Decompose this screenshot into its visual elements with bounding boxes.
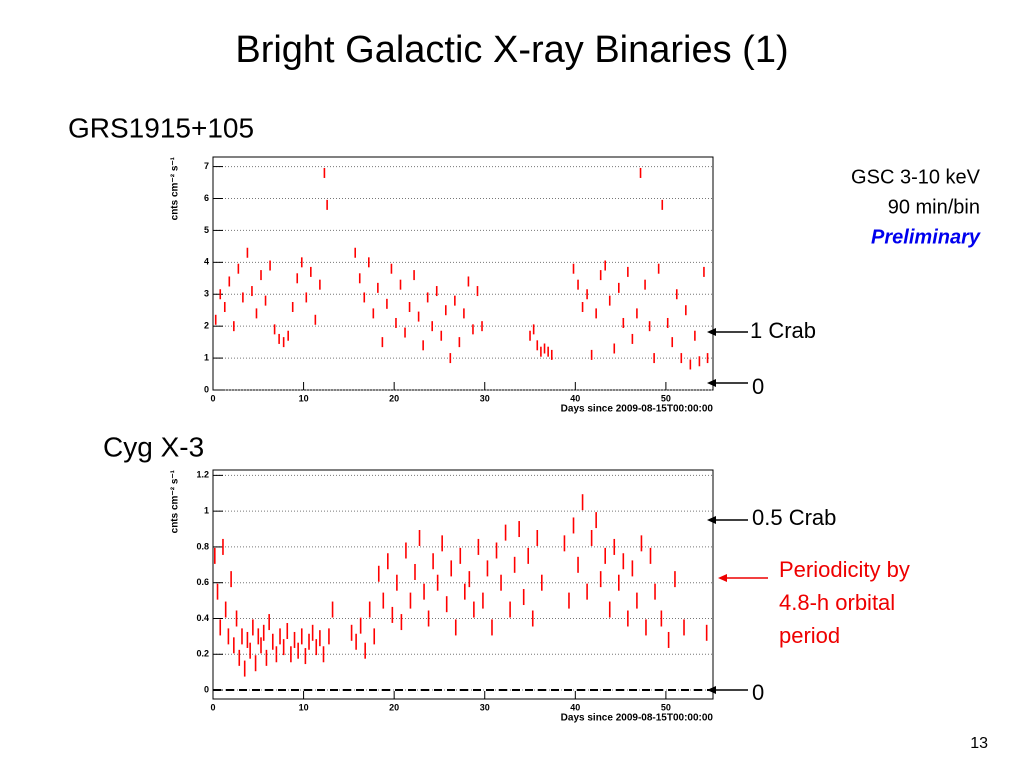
- annotation: 90 min/bin: [888, 196, 980, 218]
- y-tick-label: 3: [204, 289, 209, 299]
- y-tick-label: 5: [204, 225, 209, 235]
- y-tick-label: 7: [204, 161, 209, 171]
- y-axis-label: cnts cm⁻² s⁻¹: [170, 469, 181, 533]
- x-axis-label: Days since 2009-08-15T00:00:00: [561, 713, 714, 724]
- x-tick-label: 40: [570, 702, 580, 712]
- x-tick-label: 30: [480, 702, 490, 712]
- slide-title: Bright Galactic X-ray Binaries (1): [235, 29, 788, 71]
- plot-frame: [212, 469, 714, 700]
- annotation: 4.8-h orbital: [779, 590, 895, 615]
- y-tick-label: 0.8: [196, 541, 209, 551]
- chart-title: GRS1915+105: [68, 112, 254, 143]
- y-tick-label: 0.2: [196, 649, 209, 659]
- annotation: Periodicity by: [779, 557, 910, 582]
- x-tick-label: 0: [210, 393, 215, 403]
- y-tick-label: 1.2: [196, 470, 209, 480]
- x-tick-label: 10: [299, 702, 309, 712]
- y-tick-label: 4: [204, 257, 209, 267]
- x-tick-label: 30: [480, 393, 490, 403]
- y-tick-label: 1: [204, 352, 209, 362]
- x-tick-label: 0: [210, 702, 215, 712]
- x-tick-label: 50: [661, 702, 671, 712]
- annotation: 1 Crab: [750, 318, 816, 343]
- arrowhead: [718, 574, 727, 582]
- annotation: Preliminary: [871, 226, 981, 248]
- arrowhead: [707, 516, 716, 524]
- annotation: 0.5 Crab: [752, 505, 836, 530]
- x-tick-label: 40: [570, 393, 580, 403]
- x-tick-label: 50: [661, 393, 671, 403]
- annotation: GSC 3-10 keV: [851, 166, 981, 188]
- y-tick-label: 1: [204, 506, 209, 516]
- y-tick-label: 0.4: [196, 613, 209, 623]
- y-tick-label: 0: [204, 684, 209, 694]
- annotation: 0: [752, 374, 764, 399]
- arrowhead: [707, 379, 716, 387]
- y-tick-label: 6: [204, 193, 209, 203]
- x-tick-label: 10: [299, 393, 309, 403]
- y-axis-label: cnts cm⁻² s⁻¹: [170, 156, 181, 220]
- x-tick-label: 20: [389, 702, 399, 712]
- annotation: period: [779, 623, 840, 648]
- x-axis-label: Days since 2009-08-15T00:00:00: [561, 404, 714, 415]
- x-tick-label: 20: [389, 393, 399, 403]
- arrowhead: [707, 328, 716, 336]
- y-tick-label: 0: [204, 384, 209, 394]
- chart-title: Cyg X-3: [103, 431, 204, 462]
- annotation: 0: [752, 680, 764, 705]
- page-number: 13: [970, 735, 988, 752]
- plot-frame: [212, 156, 714, 391]
- y-tick-label: 2: [204, 321, 209, 331]
- y-tick-label: 0.6: [196, 577, 209, 587]
